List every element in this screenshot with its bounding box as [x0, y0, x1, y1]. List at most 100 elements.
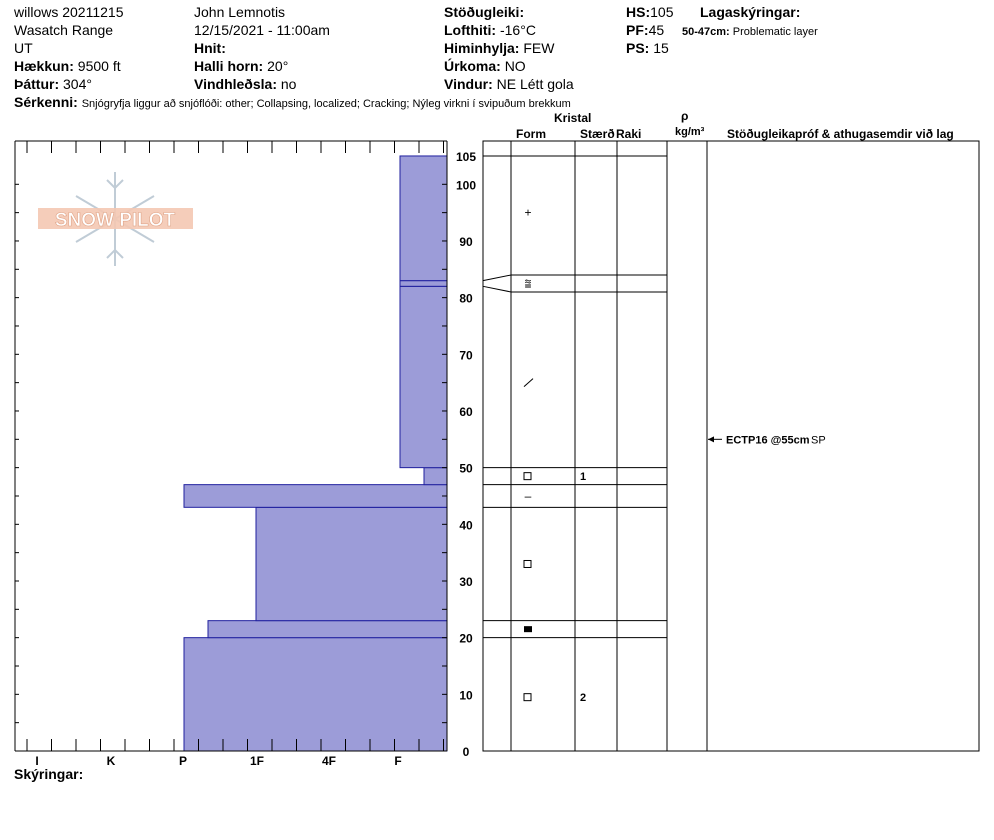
legend-label: Skýringar:	[14, 766, 84, 782]
hs-label: HS:	[626, 4, 651, 20]
x-tick-label-K: K	[107, 754, 116, 768]
y-tick-label-60: 60	[459, 405, 473, 419]
ps-value: 15	[653, 40, 669, 56]
elevation-value: 9500 ft	[77, 58, 121, 74]
col-form: Form	[516, 127, 546, 141]
air-temp-value: -16°C	[499, 22, 536, 38]
layer-note-text: Problematic layer	[732, 26, 818, 38]
wind-label: Vindur:	[444, 76, 493, 92]
crystal-symbol-4: –	[525, 489, 532, 503]
layer-notes-label: Lagaskýringar:	[700, 4, 801, 20]
hs: HS:105	[626, 4, 673, 20]
hs-value: 105	[650, 4, 674, 20]
precip-label: Úrkoma:	[444, 58, 501, 74]
pf-value: 45	[648, 22, 665, 38]
hardness-bar-6	[399, 280, 448, 287]
y-tick-label-105: 105	[456, 150, 476, 164]
y-tick-label-70: 70	[459, 348, 473, 362]
pf: PF:45	[626, 22, 664, 38]
hardness-bar-7	[399, 155, 448, 282]
slope-value: 20°	[267, 58, 289, 74]
hardness-bar-0	[183, 637, 448, 752]
features-value: Snjógryfja liggur að snjóflóði: other; C…	[81, 98, 571, 110]
sky-value: FEW	[523, 40, 555, 56]
col-kristal: Kristal	[554, 111, 592, 125]
features: Sérkenni: Snjógryfja liggur að snjóflóði…	[14, 94, 571, 112]
ps: PS: 15	[626, 40, 669, 56]
col-moisture: Raki	[616, 127, 642, 141]
wind: Vindur: NE Létt gola	[444, 76, 574, 92]
precip: Úrkoma: NO	[444, 58, 526, 74]
slope-label: Halli horn:	[194, 58, 264, 74]
crystal-symbol-3	[523, 472, 532, 481]
hardness-bar-5	[399, 285, 448, 469]
aspect-value: 304°	[63, 76, 92, 92]
y-tick-label-100: 100	[456, 178, 476, 192]
crystal-symbol-6	[524, 626, 532, 633]
wind-loading-label: Vindhleðsla:	[194, 76, 277, 92]
y-tick-label-20: 20	[459, 632, 473, 646]
col-rho: ρ	[681, 109, 689, 123]
precip-value: NO	[504, 58, 526, 74]
slope: Halli horn: 20°	[194, 58, 288, 74]
x-tick-label-4F: 4F	[322, 754, 336, 768]
x-tick-label-F: F	[394, 754, 401, 768]
features-label: Sérkenni:	[14, 94, 78, 110]
sky-label: Himinhylja:	[444, 40, 520, 56]
coords-label: Hnit:	[194, 40, 226, 56]
air-temp-label: Lofthiti:	[444, 22, 497, 38]
crystal-symbol-7	[523, 693, 532, 702]
col-density-unit: kg/m³	[675, 126, 705, 138]
test-result-label: ECTP16 @55cm	[726, 434, 810, 446]
state: UT	[14, 40, 33, 56]
elevation-label: Hækkun:	[14, 58, 74, 74]
layer-note-range: 50-47cm:	[682, 26, 730, 38]
y-tick-label-90: 90	[459, 235, 473, 249]
aspect-label: Þáttur:	[14, 76, 60, 92]
y-tick-label-10: 10	[459, 688, 473, 702]
table-frame	[482, 140, 980, 752]
y-tick-label-40: 40	[459, 518, 473, 532]
col-size: Stærð	[580, 127, 615, 141]
test-arrow-head	[708, 436, 714, 443]
range: Wasatch Range	[14, 22, 114, 38]
air-temp: Lofthiti: -16°C	[444, 22, 536, 38]
stability-label: Stöðugleiki:	[444, 4, 525, 20]
y-tick-label-30: 30	[459, 575, 473, 589]
x-tick-label-1F: 1F	[250, 754, 264, 768]
crystal-size-3: 1	[580, 471, 586, 483]
x-tick-label-P: P	[179, 754, 187, 768]
logo-text: SNOW PILOT	[55, 210, 176, 231]
crystal-size-7: 2	[580, 692, 586, 704]
crystal-symbol-2	[523, 378, 534, 388]
aspect: Þáttur: 304°	[14, 76, 92, 92]
wind-value: NE Létt gola	[496, 76, 574, 92]
snowpilot-logo: SNOW PILOT	[38, 172, 193, 266]
hardness-bar-2	[255, 506, 448, 622]
observer: John Lemnotis	[194, 4, 286, 20]
wind-loading: Vindhleðsla: no	[194, 76, 296, 92]
wind-loading-value: no	[280, 76, 297, 92]
sky: Himinhylja: FEW	[444, 40, 554, 56]
test-result-code: SP	[811, 434, 826, 446]
y-tick-label-0: 0	[463, 745, 470, 759]
elevation: Hækkun: 9500 ft	[14, 58, 121, 74]
crystal-symbol-5	[523, 559, 532, 568]
ps-label: PS:	[626, 40, 650, 56]
x-tick-label-I: I	[35, 754, 38, 768]
hardness-bar-1	[207, 620, 448, 639]
crystal-symbol-1: ⩰	[524, 276, 531, 290]
hardness-bar-3	[183, 484, 448, 508]
layer-note: 50-47cm: Problematic layer	[682, 24, 818, 40]
col-comments: Stöðugleikapróf & athugasemdir við lag	[727, 127, 954, 141]
pf-label: PF:	[626, 22, 649, 38]
location: willows 20211215	[14, 4, 124, 20]
y-tick-label-80: 80	[459, 292, 473, 306]
crystal-symbol-0: +	[524, 206, 531, 220]
layer-connector	[482, 285, 512, 293]
hardness-bar-4	[423, 467, 448, 486]
datetime: 12/15/2021 - 11:00am	[194, 22, 330, 38]
y-tick-label-50: 50	[459, 462, 473, 476]
layer-connector	[482, 274, 512, 282]
